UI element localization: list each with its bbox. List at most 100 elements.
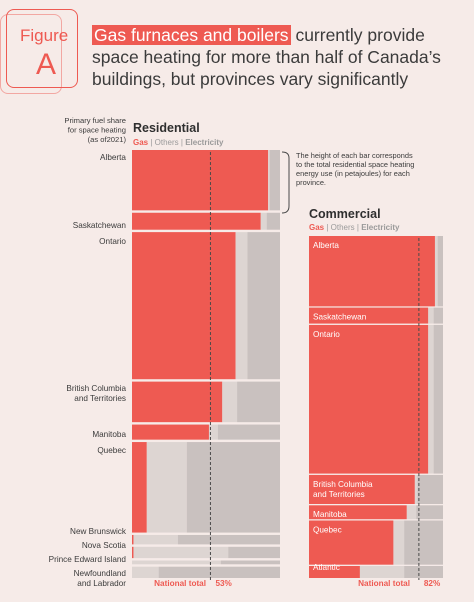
residential-bar-others	[222, 381, 238, 423]
commercial-bar-gas	[309, 324, 429, 474]
commercial-bar-others	[434, 236, 438, 307]
residential-bar-british-columbia-and-territories	[132, 381, 280, 423]
commercial-bar-electricity	[437, 236, 443, 307]
residential-bar-gas	[132, 442, 147, 533]
commercial-label-3: British Columbia and Territories	[313, 480, 373, 499]
residential-label-3: British Columbia and Territories	[66, 384, 126, 403]
residential-national-total-value: 53%	[215, 579, 232, 588]
residential-bar-electricity	[228, 546, 280, 559]
residential-bar-electricity	[269, 150, 280, 211]
residential-bar-gas	[132, 534, 134, 545]
commercial-bar-saskatchewan	[309, 307, 443, 324]
residential-annotation: The height of each bar corresponds to the…	[296, 151, 414, 187]
commercial-bar-electricity	[433, 307, 443, 324]
residential-bar-electricity	[247, 232, 280, 380]
commercial-bar-atlantic	[309, 565, 443, 578]
residential-bar-newfoundland-and-labrador	[132, 566, 280, 578]
residential-bar-electricity	[158, 566, 280, 578]
commercial-bar-electricity	[404, 520, 443, 565]
residential-bar-gas	[132, 232, 236, 380]
residential-bar-gas	[132, 212, 261, 230]
residential-label-4: Manitoba	[92, 430, 126, 439]
residential-label-2: Ontario	[99, 237, 126, 246]
commercial-bar-gas	[309, 474, 415, 505]
residential-bar-electricity	[220, 560, 280, 565]
commercial-bar-others	[393, 520, 405, 565]
residential-bar-electricity	[217, 424, 280, 440]
residential-label-9: Newfoundland and Labrador	[74, 569, 127, 588]
commercial-label-6: Atlantic	[313, 563, 340, 572]
headline-rest: currently provide space heating for more…	[92, 25, 441, 89]
commercial-bar-others	[406, 505, 417, 520]
residential-label-5: Quebec	[97, 446, 126, 455]
commercial-bar-others	[428, 307, 434, 324]
residential-bar-ontario	[132, 232, 280, 380]
commercial-bar-alberta	[309, 236, 443, 307]
commercial-bar-gas	[309, 236, 435, 307]
commercial-label-0: Alberta	[313, 241, 339, 250]
residential-national-total-label: National total	[154, 579, 206, 588]
figure-letter: A	[36, 48, 57, 81]
residential-label-6: New Brunswick	[70, 527, 127, 536]
commercial-bar-quebec	[309, 520, 443, 565]
commercial-bar-ontario	[309, 324, 443, 474]
residential-bar-alberta	[132, 150, 280, 211]
residential-legend: Gas | Others | Electricity	[133, 138, 224, 147]
residential-bar-gas	[132, 546, 134, 559]
commercial-label-4: Manitoba	[313, 510, 347, 519]
residential-bar-quebec	[132, 442, 280, 533]
commercial-bar-manitoba	[309, 505, 443, 520]
residential-bar-gas	[132, 150, 269, 211]
residential-bar-others	[260, 212, 267, 230]
residential-bar-others	[132, 566, 159, 578]
commercial-label-5: Quebec	[313, 525, 342, 534]
commercial-title: Commercial	[309, 207, 381, 221]
residential-bar-electricity	[266, 212, 280, 230]
residential-bar-others	[132, 560, 221, 565]
figure-badge-shadow	[0, 14, 62, 94]
commercial-bar-gas	[309, 505, 407, 520]
residential-bar-prince-edward-island	[132, 560, 280, 565]
residential-label-1: Saskatchewan	[73, 221, 127, 230]
residential-bar-electricity	[186, 442, 280, 533]
commercial-bar-others	[359, 565, 405, 578]
commercial-bar-electricity	[416, 505, 443, 520]
commercial-national-total-value: 82%	[424, 579, 441, 588]
commercial-legend: Gas | Others | Electricity	[309, 223, 400, 232]
figure-label: Figure	[20, 26, 69, 45]
residential-axis-note: Primary fuel share for space heating (as o…	[64, 116, 126, 144]
residential-bar-others	[133, 534, 178, 545]
headline: Gas furnaces and boilers currently provi…	[92, 24, 468, 90]
commercial-bar-electricity	[417, 474, 443, 505]
residential-label-8: Prince Edward Island	[49, 555, 127, 564]
commercial-bar-electricity	[433, 324, 443, 474]
residential-bar-manitoba	[132, 424, 280, 440]
commercial-bar-others	[414, 474, 418, 505]
residential-bar-gas	[132, 381, 223, 423]
residential-bar-electricity	[177, 534, 280, 545]
residential-bar-others	[235, 232, 248, 380]
residential-bar-new-brunswick	[132, 534, 280, 545]
residential-bar-others	[268, 150, 270, 211]
commercial-bar-electricity	[404, 565, 443, 578]
commercial-national-total-label: National total	[358, 579, 410, 588]
residential-bar-nova-scotia	[132, 546, 280, 559]
commercial-label-1: Saskatchewan	[313, 313, 367, 322]
residential-title: Residential	[133, 121, 200, 135]
commercial-bar-british-columbia-and-territories	[309, 474, 443, 505]
commercial-bar-gas	[309, 565, 360, 578]
commercial-bar-gas	[309, 520, 394, 565]
residential-bar-electricity	[237, 381, 280, 423]
residential-bar-saskatchewan	[132, 212, 280, 230]
residential-label-0: Alberta	[100, 153, 126, 162]
residential-bar-others	[133, 546, 229, 559]
headline-highlight: Gas furnaces and boilers	[92, 25, 291, 45]
residential-bar-gas	[132, 424, 209, 440]
commercial-bar-others	[428, 324, 434, 474]
commercial-bar-gas	[309, 307, 429, 324]
figure-badge	[6, 9, 78, 88]
residential-bar-others	[146, 442, 187, 533]
bracket-annotation	[281, 151, 290, 214]
residential-bar-others	[208, 424, 218, 440]
